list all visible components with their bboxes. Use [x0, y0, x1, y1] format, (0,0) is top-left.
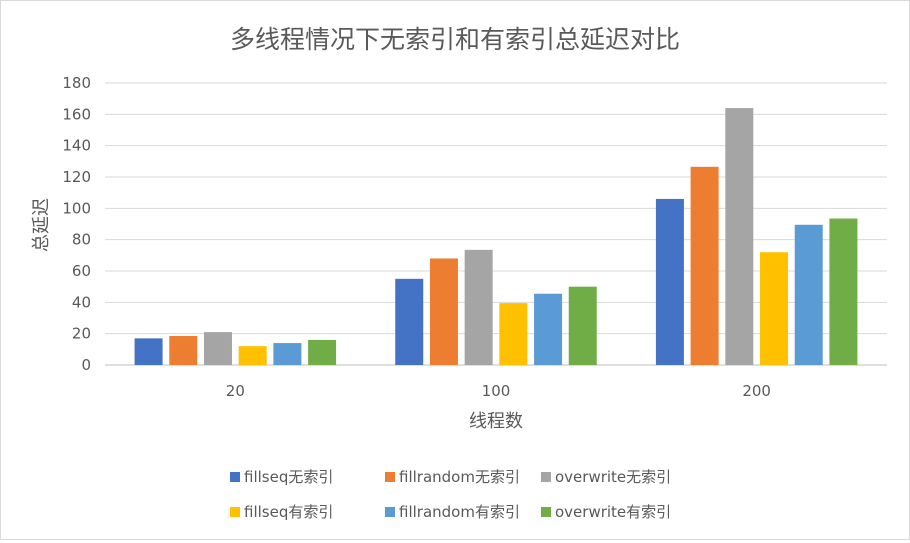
bar [690, 166, 719, 365]
y-axis-label: 总延迟 [31, 198, 52, 252]
y-tick-label: 20 [72, 325, 91, 343]
bar [534, 293, 563, 365]
y-tick-label: 120 [62, 168, 91, 186]
legend-swatch [230, 472, 240, 482]
bar [273, 343, 302, 365]
legend-label: overwrite有索引 [555, 503, 671, 521]
legend-label: fillseq有索引 [244, 503, 333, 521]
y-tick-label: 140 [62, 137, 91, 155]
legend-swatch [541, 507, 551, 517]
y-axis-ticks: 0 20 40 60 80 100 120 140 160 180 [62, 74, 91, 374]
legend-label: overwrite无索引 [555, 468, 671, 486]
y-tick-label: 180 [62, 74, 91, 92]
bar [134, 338, 163, 365]
bar [308, 339, 337, 365]
bar [395, 278, 424, 365]
bar [238, 346, 267, 365]
legend-label: fillrandom有索引 [399, 503, 520, 521]
legend-swatch [385, 507, 395, 517]
y-tick-label: 0 [81, 356, 91, 374]
x-tick-label: 100 [482, 382, 511, 400]
bar [429, 258, 458, 365]
y-tick-label: 80 [72, 231, 91, 249]
bar [568, 286, 597, 365]
chart-title: 多线程情况下无索引和有索引总延迟对比 [230, 25, 680, 54]
bar [655, 198, 684, 365]
y-tick-label: 100 [62, 199, 91, 217]
legend-swatch [385, 472, 395, 482]
bars [134, 108, 858, 366]
bar [169, 336, 198, 365]
x-tick-label: 20 [226, 382, 245, 400]
bar [499, 303, 528, 365]
y-tick-label: 60 [72, 262, 91, 280]
y-tick-label: 40 [72, 293, 91, 311]
x-axis-label: 线程数 [469, 411, 523, 432]
bar [829, 218, 858, 365]
bar [760, 252, 789, 365]
gridlines [105, 82, 887, 366]
bar [794, 224, 823, 365]
legend-swatch [541, 472, 551, 482]
legend: fillseq无索引 fillrandom无索引 overwrite无索引 fills… [230, 468, 671, 521]
legend-label: fillseq无索引 [244, 468, 333, 486]
bar [203, 332, 232, 365]
legend-swatch [230, 507, 240, 517]
y-tick-label: 160 [62, 105, 91, 123]
x-axis-ticks: 20 100 200 [226, 382, 771, 400]
x-tick-label: 200 [742, 382, 771, 400]
bar [464, 249, 493, 365]
bar [725, 108, 754, 366]
legend-label: fillrandom无索引 [399, 468, 520, 486]
